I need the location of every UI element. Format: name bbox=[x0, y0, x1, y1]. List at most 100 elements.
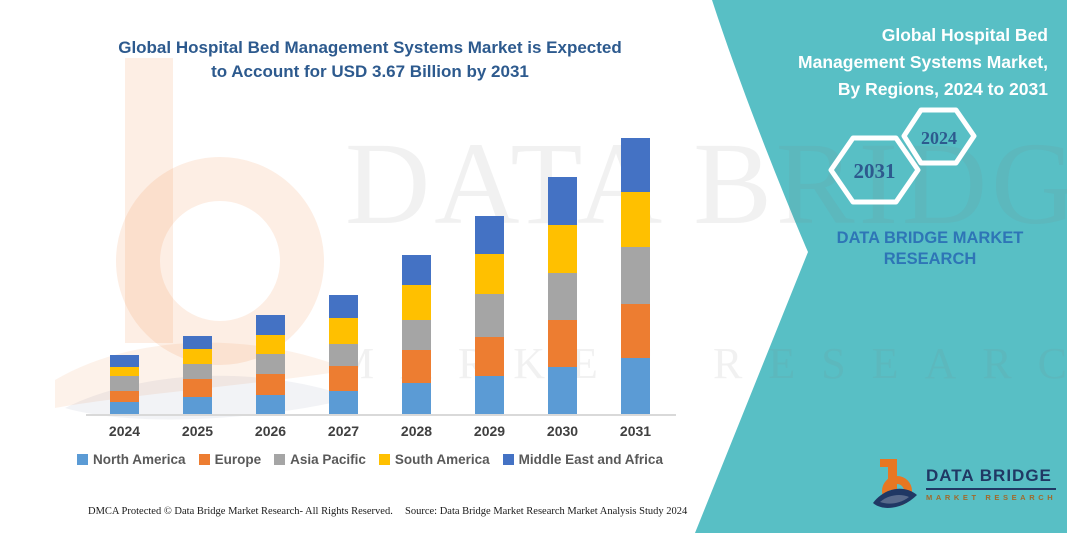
segment-2031-north-america bbox=[621, 358, 650, 414]
segment-2026-europe bbox=[256, 374, 285, 396]
chart-title-line1: Global Hospital Bed Management Systems M… bbox=[118, 38, 622, 57]
chart-title: Global Hospital Bed Management Systems M… bbox=[60, 36, 680, 84]
bar-column-2026 bbox=[234, 130, 307, 414]
segment-2026-north-america bbox=[256, 395, 285, 414]
bar-column-2024 bbox=[88, 130, 161, 414]
legend-label: South America bbox=[394, 452, 490, 467]
stacked-bar-2024 bbox=[110, 354, 139, 414]
stacked-bar-2025 bbox=[183, 335, 212, 414]
segment-2029-europe bbox=[475, 336, 504, 376]
segment-2027-middle-east-and-africa bbox=[329, 294, 358, 318]
segment-2028-south-america bbox=[402, 284, 431, 321]
segment-2029-asia-pacific bbox=[475, 294, 504, 337]
segment-2028-north-america bbox=[402, 383, 431, 414]
legend-swatch-icon bbox=[198, 454, 210, 465]
segment-2027-europe bbox=[329, 365, 358, 391]
bar-column-2027 bbox=[307, 130, 380, 414]
stacked-bar-2029 bbox=[475, 216, 504, 414]
segment-2024-europe bbox=[110, 390, 139, 402]
segment-2028-asia-pacific bbox=[402, 320, 431, 351]
right-panel-title-line2: Management Systems Market, bbox=[798, 52, 1048, 73]
legend-item-asia-pacific: Asia Pacific bbox=[274, 452, 366, 467]
segment-2030-north-america bbox=[548, 366, 577, 414]
x-axis-label-2027: 2027 bbox=[327, 423, 360, 439]
x-axis-line bbox=[86, 414, 676, 416]
segment-2025-middle-east-and-africa bbox=[183, 335, 212, 349]
stacked-bar-2027 bbox=[329, 294, 358, 414]
stacked-bar-2031 bbox=[621, 138, 650, 414]
bar-column-2031 bbox=[599, 130, 672, 414]
segment-2026-middle-east-and-africa bbox=[256, 315, 285, 336]
segment-2029-south-america bbox=[475, 253, 504, 295]
legend-label: Asia Pacific bbox=[290, 452, 366, 467]
footer-source: Source: Data Bridge Market Research Mark… bbox=[405, 506, 688, 517]
segment-2030-europe bbox=[548, 320, 577, 367]
x-axis-label-2026: 2026 bbox=[254, 423, 287, 439]
segment-2030-asia-pacific bbox=[548, 272, 577, 321]
x-axis-label-2024: 2024 bbox=[108, 423, 141, 439]
segment-2030-south-america bbox=[548, 225, 577, 273]
brand-text-line1: DATA BRIDGE MARKET bbox=[836, 229, 1024, 247]
x-axis-label-2029: 2029 bbox=[473, 423, 506, 439]
segment-2030-middle-east-and-africa bbox=[548, 177, 577, 226]
right-panel-title-line3: By Regions, 2024 to 2031 bbox=[837, 79, 1048, 100]
footer-copyright: DMCA Protected © Data Bridge Market Rese… bbox=[88, 506, 393, 517]
segment-2027-asia-pacific bbox=[329, 344, 358, 366]
stacked-bar-2030 bbox=[548, 177, 577, 414]
legend-swatch-icon bbox=[502, 454, 514, 465]
x-axis-label-2030: 2030 bbox=[546, 423, 579, 439]
logo-text-block: DATA BRIDGE MARKET RESEARCH bbox=[926, 466, 1057, 502]
logo-subtitle: MARKET RESEARCH bbox=[926, 493, 1057, 502]
chart-title-line2: to Account for USD 3.67 Billion by 2031 bbox=[211, 61, 529, 81]
x-axis-label-2025: 2025 bbox=[181, 423, 214, 439]
chart-legend: North America Europe Asia Pacific South Ame… bbox=[50, 452, 690, 467]
segment-2027-north-america bbox=[329, 390, 358, 414]
segment-2029-north-america bbox=[475, 375, 504, 414]
legend-swatch-icon bbox=[274, 454, 286, 465]
bar-column-2025 bbox=[161, 130, 234, 414]
segment-2024-north-america bbox=[110, 402, 139, 414]
bar-column-2030 bbox=[526, 130, 599, 414]
stacked-bar-2026 bbox=[256, 315, 285, 414]
legend-swatch-icon bbox=[77, 454, 89, 465]
segment-2031-south-america bbox=[621, 192, 650, 248]
x-axis-labels: 2024 2025 2026 2027 2028 2029 2030 2031 bbox=[88, 423, 672, 439]
segment-2025-europe bbox=[183, 378, 212, 397]
legend-swatch-icon bbox=[378, 454, 390, 465]
segment-2026-asia-pacific bbox=[256, 353, 285, 375]
bar-column-2028 bbox=[380, 130, 453, 414]
legend-label: North America bbox=[93, 452, 186, 467]
segment-2031-asia-pacific bbox=[621, 247, 650, 304]
segment-2027-south-america bbox=[329, 317, 358, 345]
segment-2031-middle-east-and-africa bbox=[621, 138, 650, 193]
legend-item-north-america: North America bbox=[77, 452, 186, 467]
stacked-bar-2028 bbox=[402, 255, 431, 414]
segment-2025-north-america bbox=[183, 396, 212, 414]
right-panel-title-line1: Global Hospital Bed bbox=[881, 25, 1048, 45]
logo-name: DATA BRIDGE bbox=[926, 466, 1057, 490]
segment-2026-south-america bbox=[256, 335, 285, 354]
legend-item-south-america: South America bbox=[378, 452, 490, 467]
legend-label: Middle East and Africa bbox=[518, 452, 663, 467]
legend-item-europe: Europe bbox=[198, 452, 262, 467]
legend-item-middle-east-and-africa: Middle East and Africa bbox=[502, 452, 663, 467]
legend-label: Europe bbox=[214, 452, 262, 467]
segment-2028-middle-east-and-africa bbox=[402, 255, 431, 285]
logo-b-icon bbox=[873, 459, 917, 508]
segment-2028-europe bbox=[402, 350, 431, 384]
stacked-bar-chart bbox=[88, 130, 672, 414]
data-bridge-logo: DATA BRIDGE MARKET RESEARCH bbox=[872, 455, 1057, 513]
segment-2024-asia-pacific bbox=[110, 375, 139, 391]
segment-2031-europe bbox=[621, 303, 650, 359]
segment-2025-asia-pacific bbox=[183, 363, 212, 379]
x-axis-label-2031: 2031 bbox=[619, 423, 652, 439]
brand-text: DATA BRIDGE MARKET RESEARCH bbox=[810, 228, 1050, 269]
x-axis-label-2028: 2028 bbox=[400, 423, 433, 439]
brand-text-line2: RESEARCH bbox=[883, 249, 977, 268]
segment-2029-middle-east-and-africa bbox=[475, 216, 504, 254]
segment-2024-middle-east-and-africa bbox=[110, 354, 139, 367]
right-panel-title: Global Hospital Bed Management Systems M… bbox=[738, 22, 1048, 103]
segment-2025-south-america bbox=[183, 348, 212, 364]
bar-column-2029 bbox=[453, 130, 526, 414]
